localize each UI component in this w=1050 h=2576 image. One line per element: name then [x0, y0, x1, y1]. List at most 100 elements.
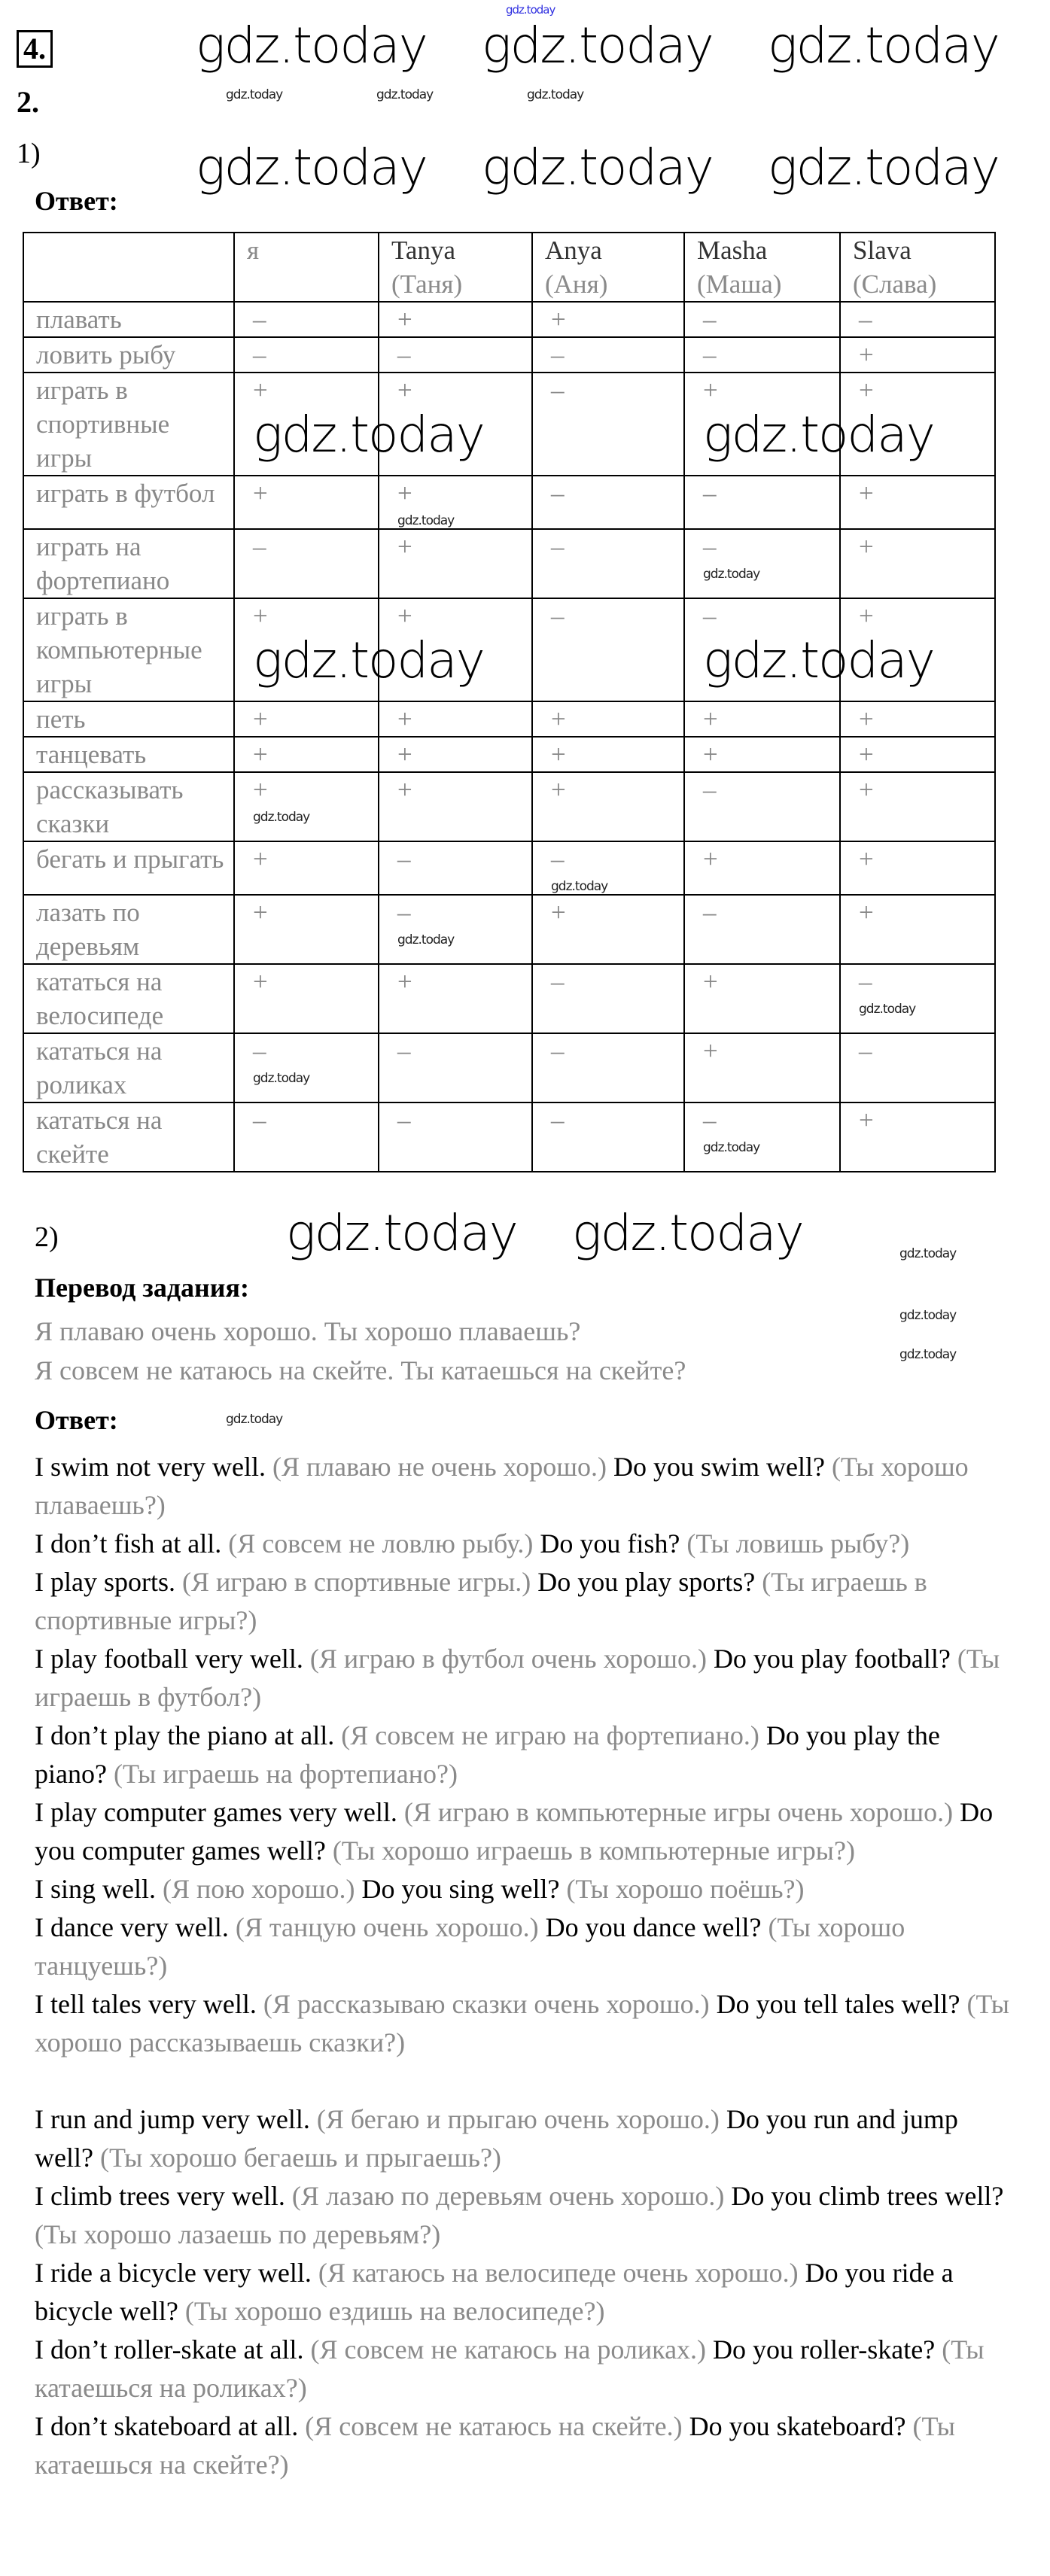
value-cell: + [839, 841, 996, 896]
activity-label: кататься на роликах [36, 1036, 163, 1099]
cell-value: + [253, 376, 268, 405]
part1-answer-label: Ответ: [35, 186, 118, 216]
value-cell: + [233, 475, 379, 530]
activity-label: танцевать [36, 740, 147, 769]
answer-question: Do you play football? [713, 1644, 951, 1674]
answer-statement: I run and jump very well. [35, 2104, 310, 2134]
answer-statement: I don’t skateboard at all. [35, 2411, 299, 2441]
watermark: gdz.today [768, 138, 1000, 196]
activity-cell: петь [23, 701, 235, 738]
activity-cell: ловить рыбу [23, 336, 235, 373]
watermark: gdz.today [253, 406, 485, 464]
cell-value: + [397, 967, 412, 996]
part2-answer-label: Ответ: [35, 1405, 118, 1435]
cell-value: + [253, 740, 268, 769]
value-cell: – gdz.today [531, 841, 685, 896]
answer-statement-translation: (Я рассказываю сказки очень хорошо.) [263, 1989, 710, 2019]
watermark: gdz.today [572, 1204, 805, 1262]
value-cell: + [233, 841, 379, 896]
cell-value: + [859, 532, 874, 561]
value-cell: – [531, 372, 685, 476]
activity-cell: плавать [23, 301, 235, 338]
answer-question: Do you skateboard? [689, 2411, 906, 2441]
column-header: Slava (Слава) [839, 232, 996, 303]
value-cell: + [839, 736, 996, 773]
answer-question-translation: (Ты катаешься на скейте?) [35, 2411, 955, 2480]
cell-value: – [551, 844, 565, 874]
answer-question-translation: (Ты катаешься на роликах?) [35, 2334, 985, 2403]
answer-statement: I sing well. [35, 1874, 156, 1904]
watermark: gdz.today [253, 810, 310, 825]
activity-cell: танцевать [23, 736, 235, 773]
value-cell: – [378, 841, 533, 896]
activity-cell: кататься на скейте [23, 1102, 235, 1172]
value-cell: + [233, 701, 379, 738]
cell-value: + [859, 479, 874, 508]
watermark: gdz.today [286, 1204, 519, 1262]
answer-item: I swim not very well. (Я плаваю не очень… [35, 1448, 1013, 1525]
cell-value: – [551, 532, 565, 561]
activity-cell: играть в спортивные игры [23, 372, 235, 476]
answer-question: Do you run and jump well? [35, 2104, 958, 2173]
cell-value: – [397, 844, 411, 874]
cell-value: + [397, 305, 412, 334]
value-cell: – [839, 1033, 996, 1103]
answer-statement-translation: (Я совсем не ловлю рыбу.) [228, 1528, 534, 1559]
cell-value: + [253, 844, 268, 874]
cell-value: + [703, 376, 718, 405]
answer-statement-translation: (Я бегаю и прыгаю очень хорошо.) [316, 2104, 720, 2134]
answer-question-translation: (Ты хорошо бегаешь и прыгаешь?) [99, 2143, 501, 2173]
value-cell: – [233, 528, 379, 599]
activity-label: играть в футбол [36, 479, 215, 508]
answer-question-translation: (Ты играешь в спортивные игры?) [35, 1567, 927, 1635]
table-row: играть в футбол + + gdz.today – – + [23, 475, 996, 530]
watermark: gdz.today [899, 1246, 957, 1261]
value-cell: + [839, 598, 996, 702]
activity-cell: рассказывать сказки [23, 771, 235, 842]
watermark: gdz.today [253, 631, 485, 689]
table-row: танцевать + + + + + [23, 736, 996, 773]
table-row: кататься на скейте – – – – gdz.today + [23, 1102, 996, 1172]
value-cell: + [531, 701, 685, 738]
cell-value: – [551, 340, 565, 370]
cell-value: – [859, 967, 872, 996]
cell-value: + [397, 704, 412, 734]
answer-question-translation: (Ты хорошо лазаешь по деревьям?) [35, 2219, 441, 2249]
value-cell: + [683, 1033, 841, 1103]
answer-statement: I don’t roller-skate at all. [35, 2334, 304, 2365]
answer-question-translation: (Ты хорошо танцуешь?) [35, 1912, 905, 1981]
value-cell: + [378, 372, 533, 476]
cell-value: + [551, 898, 566, 927]
answer-question: Do you computer games well? [35, 1797, 994, 1866]
value-cell: – [531, 336, 685, 373]
cell-value: + [397, 740, 412, 769]
value-cell: + [839, 1102, 996, 1172]
value-cell: + [839, 894, 996, 965]
value-cell: – gdz.today [233, 1033, 379, 1103]
cell-value: – [703, 532, 717, 561]
value-cell: + [839, 701, 996, 738]
value-cell: – [683, 771, 841, 842]
value-cell: – [233, 301, 379, 338]
watermark: gdz.today [703, 631, 936, 689]
table-row: ловить рыбу – – – – + [23, 336, 996, 373]
answer-item: I play computer games very well. (Я игра… [35, 1793, 1013, 1870]
value-cell: + [683, 701, 841, 738]
answer-question: Do you play sports? [537, 1567, 756, 1597]
value-cell: – [683, 301, 841, 338]
cell-value: + [703, 844, 718, 874]
activity-cell: лазать по деревьям [23, 894, 235, 965]
cell-value: + [859, 844, 874, 874]
answer-statement-translation: (Я совсем не катаюсь на роликах.) [310, 2334, 707, 2365]
cell-value: – [551, 601, 565, 631]
answer-question: Do you fish? [540, 1528, 680, 1559]
cell-value: – [397, 898, 411, 927]
answer-question: Do you sing well? [361, 1874, 560, 1904]
value-cell: + [683, 736, 841, 773]
answer-item: I sing well. (Я пою хорошо.) Do you sing… [35, 1870, 1013, 1908]
cell-value: – [253, 1036, 266, 1066]
table-row: плавать – + + – – [23, 301, 996, 338]
answer-item: I dance very well. (Я танцую очень хорош… [35, 1908, 1013, 1985]
answer-question-translation: (Ты играешь в футбол?) [35, 1644, 1000, 1712]
column-name: Slava [853, 236, 912, 265]
